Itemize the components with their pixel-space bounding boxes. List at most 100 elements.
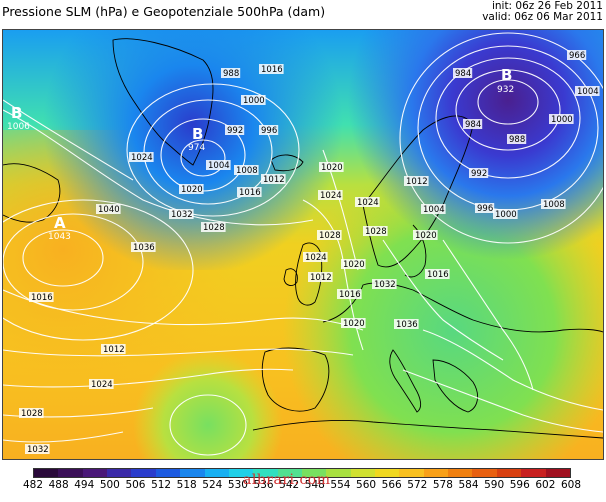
balkans-coast: [432, 359, 479, 413]
geopotential-colorbar: [33, 468, 571, 478]
isobar-label-bg: [225, 125, 245, 135]
coastlines: [3, 38, 603, 439]
colorbar-segment: [131, 469, 156, 477]
init-time: init: 06z 26 Feb 2011: [491, 0, 603, 12]
isobar-ring: [399, 32, 603, 244]
isobar-label-bg: [318, 190, 343, 200]
isobar-label-bg: [453, 68, 473, 78]
colorbar-tick-label: 494: [74, 479, 95, 491]
isobar-ring: [22, 229, 104, 287]
isobar-label-bg: [101, 344, 126, 354]
isobar-label: 1004: [577, 87, 599, 97]
isobar-label: 1024: [131, 153, 153, 163]
isobar-label-bg: [179, 184, 204, 194]
colorbar-segment: [448, 469, 473, 477]
isobar-label-bg: [372, 279, 397, 289]
isobar-labels: 988 1016 1000 992 996 1004 1008 1012 1024 1020 101…: [19, 50, 600, 455]
isobar-label: 1012: [263, 175, 285, 185]
isobar-label: 1016: [339, 290, 361, 300]
colorbar-segment: [107, 469, 132, 477]
low-value: 1006: [7, 122, 30, 132]
colorbar-tick-label: 500: [99, 479, 120, 491]
ireland-coast: [283, 268, 298, 286]
isobar-label-bg: [131, 242, 156, 252]
isobar-label: 988: [509, 135, 525, 145]
colorbar-segment: [180, 469, 205, 477]
pressure-centers: B 1006 B 974 B 932 A 1043: [7, 66, 514, 242]
colorbar-tick-label: 482: [22, 479, 44, 491]
isobar-label: 1008: [543, 200, 565, 210]
isobar-line: [3, 431, 124, 443]
isobar-label: 996: [477, 204, 493, 214]
isobar-label-bg: [261, 174, 286, 184]
isobar-label-bg: [404, 176, 429, 186]
isobar-label-bg: [29, 292, 54, 302]
isobar-label: 1024: [357, 198, 379, 208]
colorbar-segment: [521, 469, 546, 477]
isobar-label-bg: [549, 114, 574, 124]
colorbar-tick-label: 530: [227, 479, 248, 491]
colorbar-tick-label: 548: [304, 479, 325, 491]
isobar-label: 984: [465, 120, 481, 130]
low-value: 974: [188, 143, 205, 153]
isobar-label: 1008: [236, 166, 258, 176]
isobar-label: 1024: [320, 191, 342, 201]
isobar-label-bg: [96, 204, 121, 214]
colorbar-tick-label: 506: [125, 479, 146, 491]
isobar-ring: [455, 69, 561, 151]
colorbar-segment: [350, 469, 376, 477]
colorbar-tick-label: 584: [458, 479, 479, 491]
isobar-label: 1032: [27, 445, 49, 455]
isobar-label: 1028: [319, 231, 341, 241]
isobar-label-bg: [567, 50, 587, 60]
colorbar-segment: [228, 469, 254, 477]
colorbar-segment: [545, 469, 570, 477]
isobar-label: 1020: [181, 185, 203, 195]
low-letter: B: [11, 104, 22, 122]
colorbar-tick-label: 518: [176, 479, 197, 491]
isobar-label: 988: [223, 69, 239, 79]
isobar-label-bg: [241, 95, 266, 105]
isobar-label-bg: [129, 152, 154, 162]
high-center-atlantic: A 1043: [48, 214, 71, 242]
weather-map: B 1006 B 974 B 932 A 1043 988 1016 1000 992…: [2, 29, 604, 460]
colorbar-tick-label: 596: [509, 479, 530, 491]
isobar-label-bg: [234, 165, 259, 175]
low-center-west: B 1006: [7, 104, 30, 132]
isobar-label-bg: [507, 134, 527, 144]
map-title: Pressione SLM (hPa) e Geopotenziale 500h…: [2, 4, 326, 19]
isobar-label: 1036: [133, 243, 155, 253]
isobar-label-bg: [317, 230, 342, 240]
isobar-ring: [435, 57, 581, 179]
isobar-label: 1020: [321, 163, 343, 173]
isobar-label: 1020: [343, 319, 365, 329]
isobar-line: [422, 329, 603, 411]
colorbar-segment: [399, 469, 424, 477]
isobar-line: [402, 369, 603, 433]
isobar-label: 1028: [21, 409, 43, 419]
low-center-greenland: B 974: [188, 125, 205, 153]
isobar-label: 1028: [203, 223, 225, 233]
valid-time: valid: 06z 06 Mar 2011: [482, 11, 603, 23]
isobar-ring: [180, 139, 226, 177]
isobar-label-bg: [237, 187, 262, 197]
watermark: albrari.com: [243, 472, 331, 488]
colorbar-segment: [375, 469, 400, 477]
isobar-label-bg: [469, 168, 489, 178]
isobar-label: 1012: [103, 345, 125, 355]
isobar-label: 1036: [396, 320, 418, 330]
isobar-label: 1020: [343, 260, 365, 270]
colorbar-tick-label: 578: [432, 479, 453, 491]
low-value: 932: [497, 85, 514, 95]
isobar-label: 996: [261, 126, 277, 136]
colorbar-tick-label: 602: [535, 479, 556, 491]
isobar-label-bg: [25, 444, 50, 454]
isobar-label: 1004: [208, 161, 230, 171]
colorbar-tick-label: 488: [48, 479, 69, 491]
isobar-label-bg: [493, 209, 518, 219]
isobar-ring: [3, 213, 144, 311]
colorbar-segment: [82, 469, 108, 477]
colorbar-tick-label: 566: [381, 479, 402, 491]
isobar-label-bg: [413, 230, 438, 240]
isobar-label-bg: [394, 319, 419, 329]
